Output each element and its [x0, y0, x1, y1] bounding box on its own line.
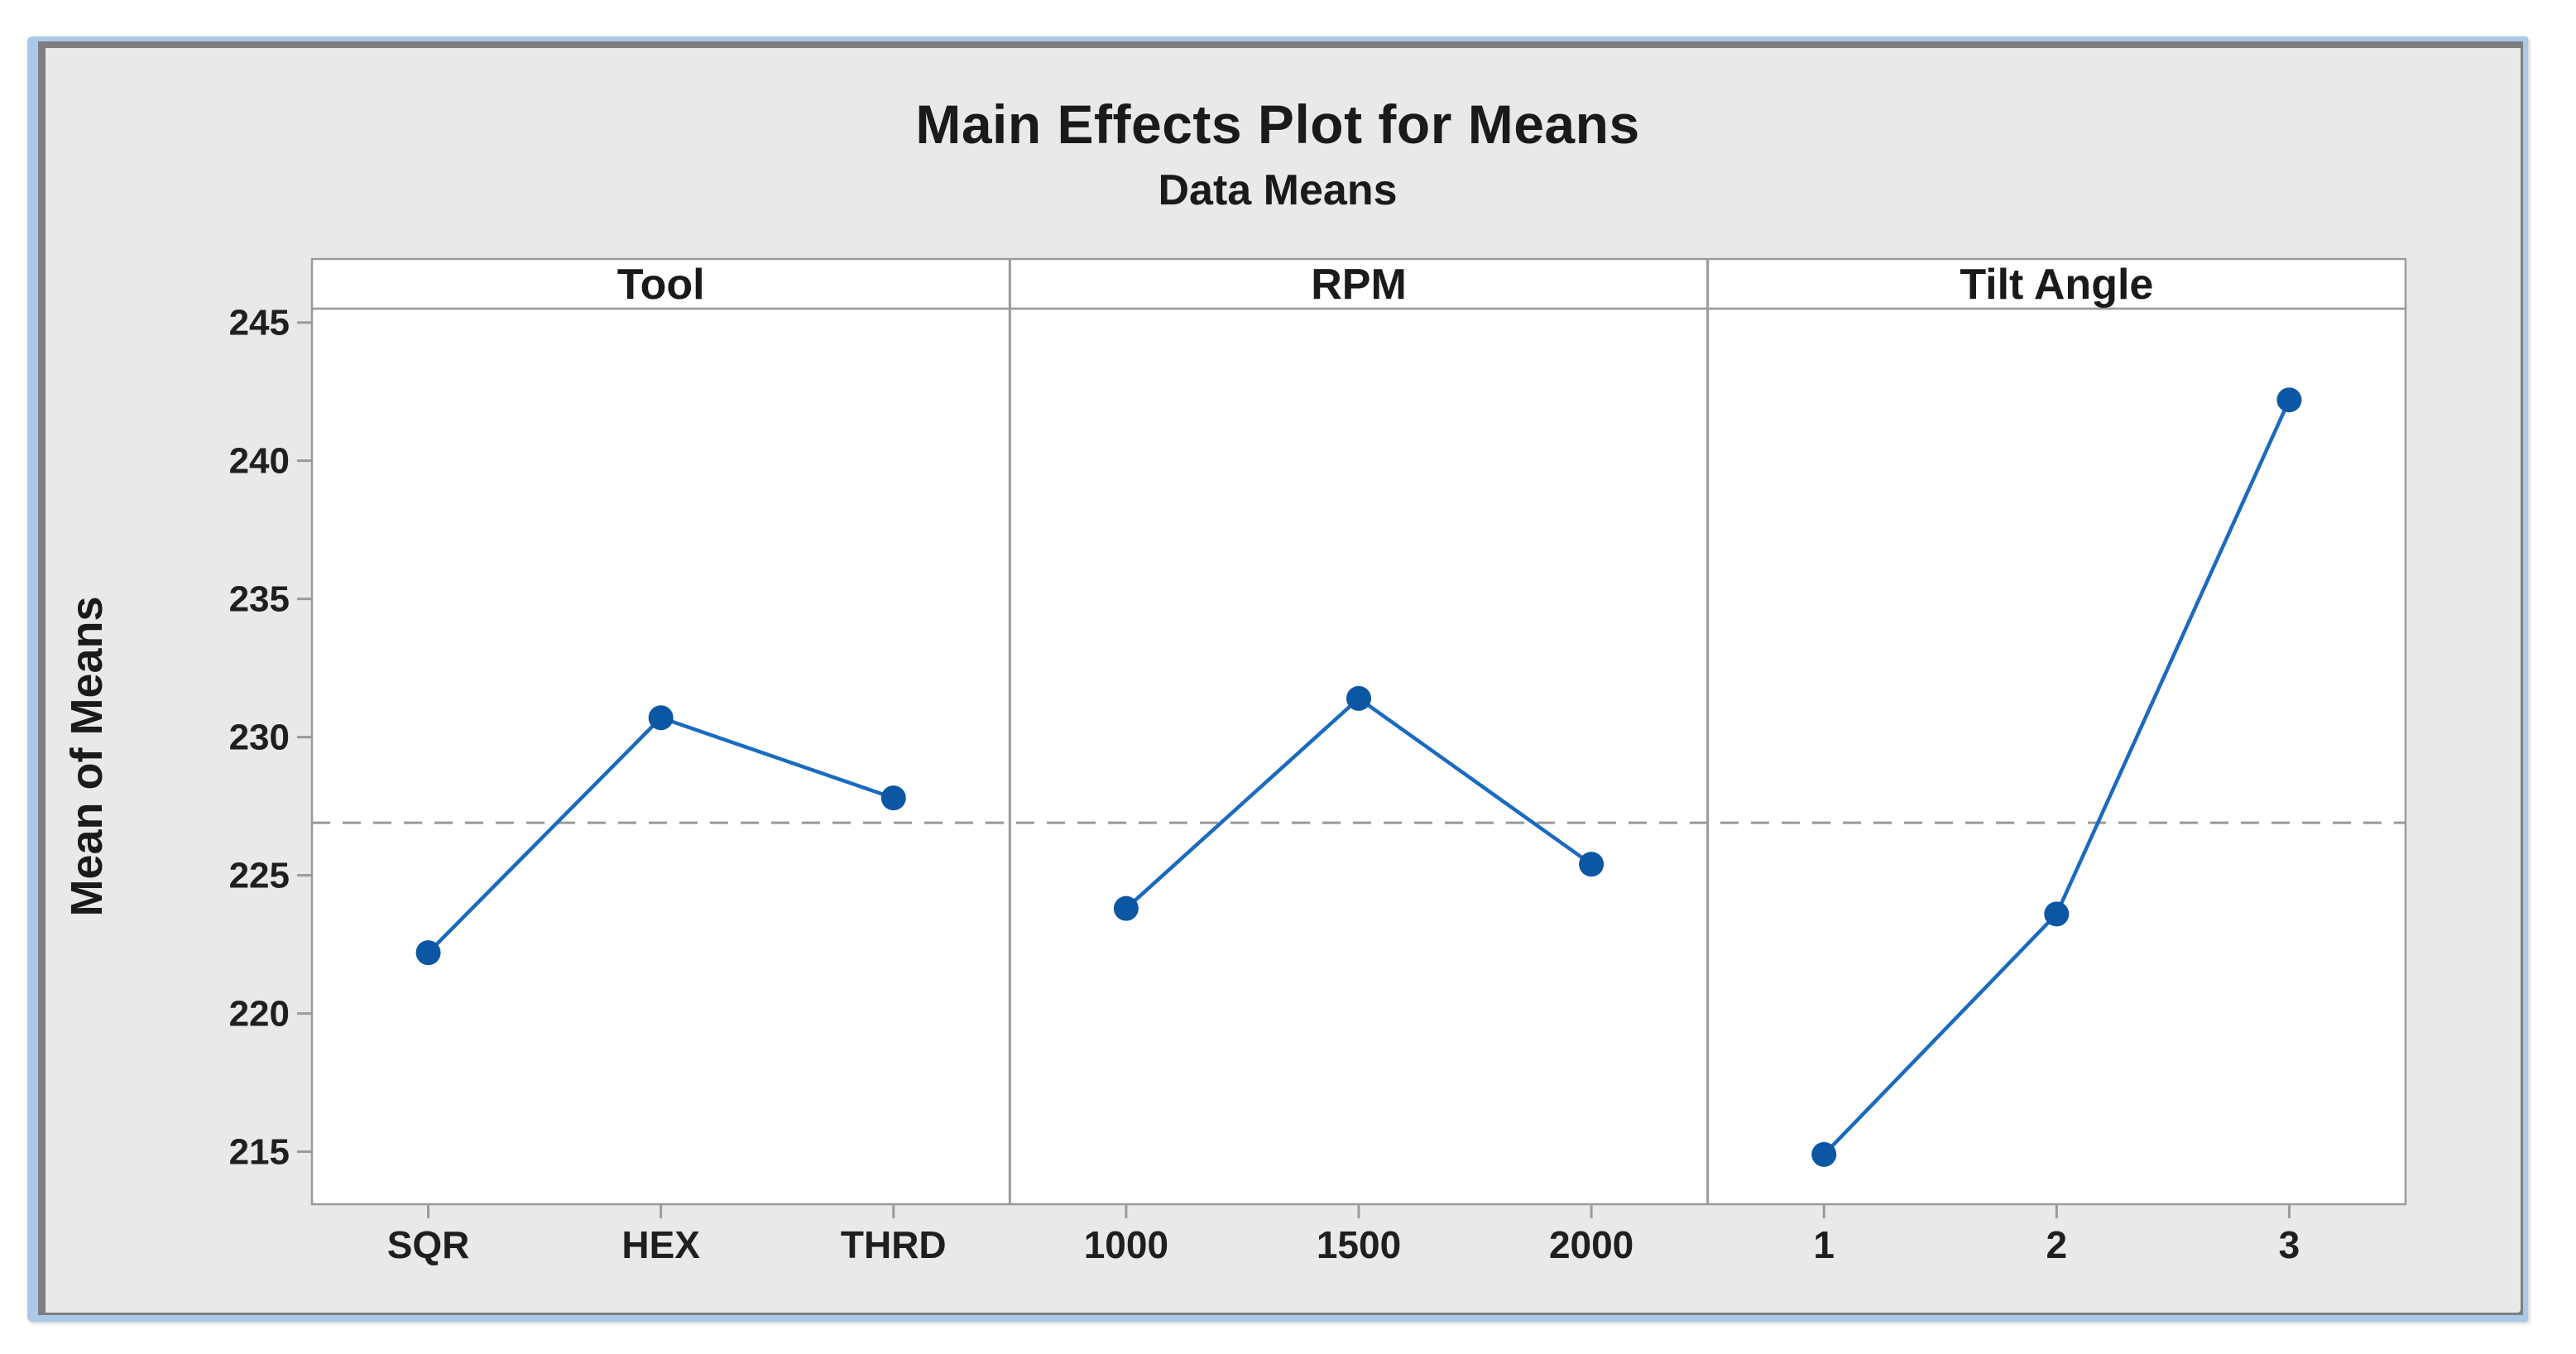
y-tick-label: 230	[229, 718, 290, 758]
data-point-marker	[880, 785, 906, 811]
y-tick-label: 235	[229, 579, 290, 620]
x-tick-label: THRD	[841, 1223, 947, 1266]
y-tick-label: 240	[229, 441, 290, 482]
x-tick-label: 1000	[1084, 1223, 1168, 1266]
x-tick-label: 2	[2046, 1223, 2068, 1266]
panel-header-label: Tilt Angle	[1960, 261, 2153, 309]
panel-header-strip	[310, 257, 2407, 310]
x-tick-label: SQR	[387, 1223, 470, 1266]
x-tick-label: HEX	[621, 1223, 700, 1266]
plot-area	[310, 307, 2407, 1206]
data-point-marker	[415, 940, 441, 966]
x-tick-label: 1500	[1317, 1223, 1401, 1266]
data-point-marker	[2044, 901, 2070, 927]
panel-header-label: RPM	[1311, 261, 1407, 309]
y-tick-label: 220	[229, 994, 290, 1035]
chart-subtitle: Data Means	[1158, 166, 1398, 214]
data-point-marker	[2276, 387, 2302, 413]
y-tick-label: 215	[229, 1132, 290, 1173]
data-point-marker	[1113, 895, 1139, 921]
x-tick-label: 1	[1813, 1223, 1835, 1266]
x-tick-label: 3	[2279, 1223, 2300, 1266]
y-axis-label: Mean of Means	[62, 596, 112, 917]
data-point-marker	[1346, 685, 1371, 711]
data-point-marker	[1579, 852, 1605, 877]
panel-header-label: Tool	[617, 261, 705, 309]
chart-title: Main Effects Plot for Means	[915, 94, 1640, 155]
x-tick-label: 2000	[1549, 1223, 1633, 1266]
data-point-marker	[1811, 1141, 1837, 1167]
y-tick-label: 245	[229, 303, 290, 343]
y-tick-label: 225	[229, 856, 290, 896]
data-point-marker	[648, 705, 674, 731]
